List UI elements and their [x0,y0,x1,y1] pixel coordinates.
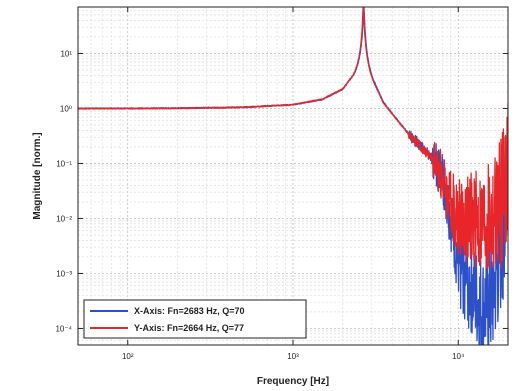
grid [78,7,508,345]
x-tick-labels: 10² 10³ 10⁴ [122,352,465,361]
y-tick-label: 10⁻¹ [56,159,72,168]
x-tick-label: 10⁴ [452,352,465,361]
y-tick-label: 10⁻² [56,214,72,223]
legend-box [83,299,307,339]
y-tick-label: 10⁻³ [56,269,72,278]
series-line-y-axis [78,7,508,269]
series-group [78,7,508,345]
x-tick-label: 10² [122,352,134,361]
legend-entry-x-axis: X-Axis: Fn=2683 Hz, Q=70 [134,306,245,316]
y-tick-label: 10⁻⁴ [55,324,72,333]
y-axis-label: Magnitude [norm.] [32,132,43,219]
x-axis-label: Frequency [Hz] [257,376,329,387]
y-tick-labels: 10¹ 10⁰ 10⁻¹ 10⁻² 10⁻³ 10⁻⁴ [55,49,72,333]
legend-entry-y-axis: Y-Axis: Fn=2664 Hz, Q=77 [134,323,244,333]
y-tick-label: 10¹ [60,49,72,58]
plot-border [77,6,509,346]
y-tick-label: 10⁰ [60,104,72,113]
legend: X-Axis: Fn=2683 Hz, Q=70 Y-Axis: Fn=2664… [83,299,307,339]
x-tick-label: 10³ [287,352,299,361]
x-tick-marks [127,7,459,345]
